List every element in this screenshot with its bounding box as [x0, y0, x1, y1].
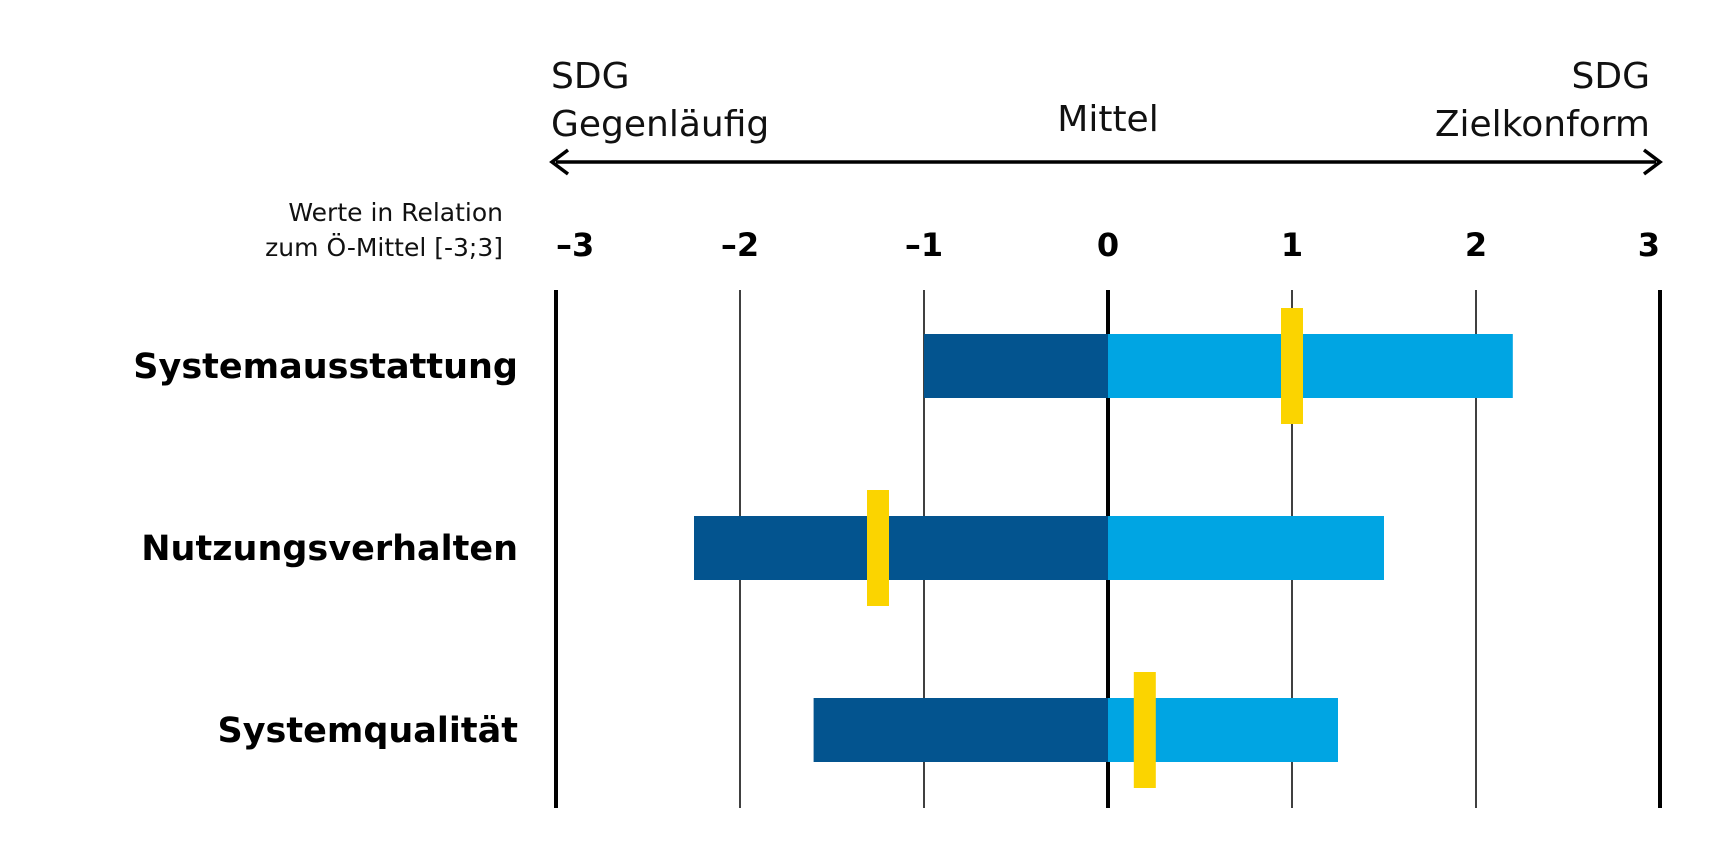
bar-negative	[813, 698, 1108, 762]
x-tick-label: –1	[905, 226, 943, 264]
category-labels: Systemausstattung Nutzungsverhalten System…	[133, 347, 518, 751]
direction-arrow	[549, 148, 1663, 176]
bar-positive	[1108, 334, 1513, 398]
header-left-line2: Gegenläufig	[551, 104, 769, 145]
header-right-line1: SDG	[1572, 56, 1650, 97]
x-tick-label: –2	[721, 226, 759, 264]
x-tick-label: –3	[556, 226, 594, 264]
bar-negative	[924, 334, 1108, 398]
header-center: Mittel	[1057, 99, 1158, 140]
arrow-head-left-icon	[549, 148, 570, 176]
category-label: Systemqualität	[218, 711, 518, 751]
header-right-line2: Zielkonform	[1435, 104, 1650, 145]
x-tick-label: 1	[1281, 226, 1303, 264]
value-marker	[867, 490, 889, 606]
x-tick-labels: –3 –2 –1 0 1 2 3	[556, 226, 1660, 264]
bars	[694, 308, 1513, 788]
category-label: Nutzungsverhalten	[141, 529, 518, 569]
axis-note-line2: zum Ö-Mittel [-3;3]	[265, 233, 503, 262]
header-left-line1: SDG	[551, 56, 629, 97]
bar-negative	[694, 516, 1108, 580]
value-marker	[1133, 672, 1156, 788]
x-tick-label: 0	[1097, 226, 1119, 264]
axis-note-line1: Werte in Relation	[288, 198, 503, 227]
bar-positive	[1108, 516, 1384, 580]
arrow-head-right-icon	[1642, 148, 1663, 176]
x-tick-label: 2	[1465, 226, 1487, 264]
category-label: Systemausstattung	[133, 347, 518, 387]
value-marker	[1281, 308, 1303, 424]
x-tick-label: 3	[1638, 226, 1660, 264]
